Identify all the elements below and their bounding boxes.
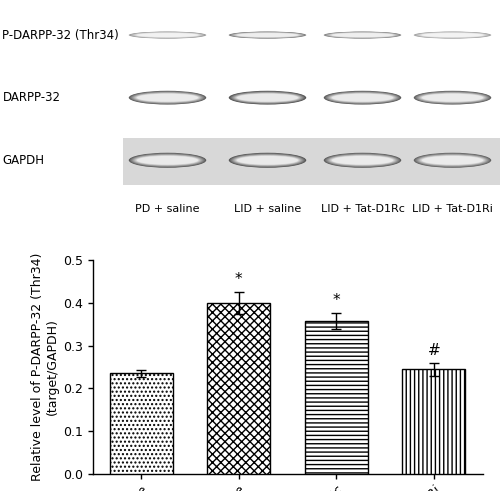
- Bar: [110, 374, 173, 474]
- Ellipse shape: [422, 156, 483, 164]
- Ellipse shape: [134, 155, 200, 165]
- Ellipse shape: [325, 91, 400, 104]
- Ellipse shape: [229, 91, 306, 105]
- Ellipse shape: [420, 33, 484, 37]
- Ellipse shape: [326, 154, 399, 167]
- Ellipse shape: [134, 93, 200, 103]
- Ellipse shape: [414, 31, 492, 39]
- Ellipse shape: [129, 31, 206, 39]
- Ellipse shape: [415, 32, 490, 38]
- Ellipse shape: [327, 154, 398, 166]
- Ellipse shape: [136, 156, 200, 165]
- Ellipse shape: [416, 32, 489, 38]
- Ellipse shape: [326, 92, 399, 104]
- Ellipse shape: [417, 154, 488, 166]
- Ellipse shape: [330, 32, 396, 37]
- Text: DARPP-32: DARPP-32: [2, 91, 60, 104]
- Ellipse shape: [232, 32, 303, 38]
- Text: LID + Tat-D1Ri: LID + Tat-D1Ri: [412, 204, 493, 214]
- Text: PD + saline: PD + saline: [135, 204, 200, 214]
- Ellipse shape: [132, 92, 203, 103]
- Ellipse shape: [134, 92, 202, 103]
- Ellipse shape: [416, 92, 489, 104]
- Ellipse shape: [231, 32, 304, 38]
- Ellipse shape: [420, 155, 486, 165]
- Ellipse shape: [325, 153, 400, 167]
- Ellipse shape: [137, 156, 198, 164]
- Text: GAPDH: GAPDH: [2, 154, 44, 167]
- Ellipse shape: [132, 32, 203, 38]
- Ellipse shape: [328, 32, 396, 38]
- Ellipse shape: [232, 154, 303, 166]
- FancyBboxPatch shape: [122, 138, 500, 185]
- Text: *: *: [332, 293, 340, 308]
- Ellipse shape: [234, 93, 300, 103]
- Ellipse shape: [416, 154, 489, 167]
- Ellipse shape: [134, 32, 200, 37]
- Ellipse shape: [415, 153, 490, 167]
- Ellipse shape: [236, 33, 300, 37]
- Ellipse shape: [134, 32, 202, 38]
- Ellipse shape: [137, 33, 198, 37]
- Ellipse shape: [324, 31, 401, 39]
- Ellipse shape: [330, 93, 394, 102]
- Ellipse shape: [420, 93, 484, 102]
- Text: P-DARPP-32 (Thr34): P-DARPP-32 (Thr34): [2, 28, 120, 42]
- Ellipse shape: [131, 154, 204, 167]
- Bar: [402, 369, 466, 474]
- Ellipse shape: [232, 92, 303, 103]
- Ellipse shape: [414, 91, 492, 105]
- Ellipse shape: [237, 156, 298, 164]
- Ellipse shape: [236, 156, 300, 165]
- Ellipse shape: [330, 155, 396, 165]
- Ellipse shape: [418, 32, 486, 38]
- Ellipse shape: [136, 93, 200, 102]
- Ellipse shape: [231, 92, 304, 104]
- Ellipse shape: [129, 91, 206, 105]
- Ellipse shape: [236, 93, 300, 102]
- Y-axis label: Relative level of P-DARPP-32 (Thr34)
(target/GAPDH): Relative level of P-DARPP-32 (Thr34) (ta…: [30, 253, 58, 481]
- Ellipse shape: [229, 31, 306, 39]
- Ellipse shape: [234, 155, 300, 165]
- Ellipse shape: [229, 153, 306, 168]
- Ellipse shape: [328, 92, 396, 103]
- Ellipse shape: [234, 155, 302, 166]
- Ellipse shape: [136, 33, 200, 37]
- Ellipse shape: [137, 94, 198, 102]
- Ellipse shape: [415, 91, 490, 104]
- Ellipse shape: [237, 94, 298, 102]
- Text: #: #: [428, 343, 440, 357]
- Ellipse shape: [420, 93, 486, 103]
- Ellipse shape: [234, 32, 302, 38]
- Ellipse shape: [330, 156, 394, 165]
- Ellipse shape: [234, 92, 302, 103]
- Ellipse shape: [231, 154, 304, 167]
- Ellipse shape: [332, 94, 393, 102]
- Ellipse shape: [330, 93, 396, 103]
- Ellipse shape: [422, 33, 483, 37]
- Text: LID + Tat-D1Rc: LID + Tat-D1Rc: [320, 204, 404, 214]
- Ellipse shape: [324, 91, 401, 105]
- Ellipse shape: [327, 32, 398, 38]
- Ellipse shape: [130, 153, 205, 167]
- Ellipse shape: [129, 153, 206, 168]
- Ellipse shape: [418, 92, 486, 103]
- Ellipse shape: [330, 33, 394, 37]
- Ellipse shape: [230, 32, 305, 38]
- Ellipse shape: [130, 32, 205, 38]
- Ellipse shape: [134, 155, 202, 166]
- Ellipse shape: [328, 155, 396, 166]
- Ellipse shape: [325, 32, 400, 38]
- Ellipse shape: [420, 32, 486, 37]
- Ellipse shape: [326, 32, 399, 38]
- Ellipse shape: [237, 33, 298, 37]
- Ellipse shape: [234, 32, 300, 37]
- Ellipse shape: [420, 156, 484, 165]
- Ellipse shape: [332, 33, 393, 37]
- Ellipse shape: [324, 153, 401, 168]
- Ellipse shape: [414, 153, 492, 168]
- Ellipse shape: [131, 32, 204, 38]
- Ellipse shape: [131, 92, 204, 104]
- Ellipse shape: [327, 92, 398, 103]
- Ellipse shape: [132, 154, 203, 166]
